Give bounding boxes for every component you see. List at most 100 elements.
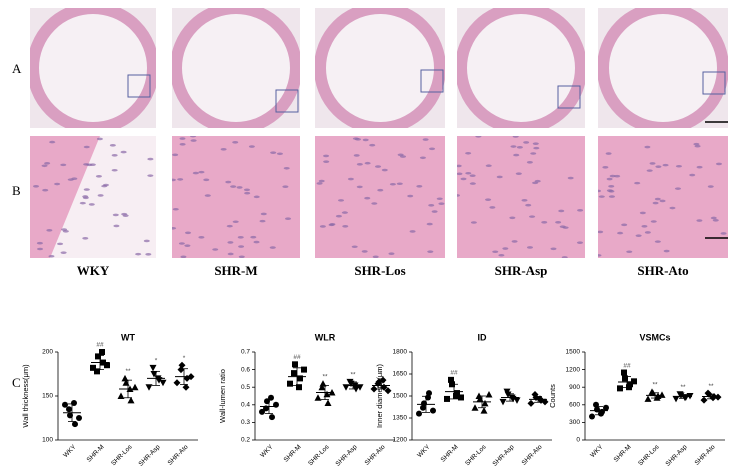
nucleus: [644, 231, 651, 234]
nucleus: [204, 194, 211, 197]
data-point: [700, 396, 708, 404]
x-tick-label: WKY: [62, 443, 78, 459]
x-tick-label: SHR-Ato: [364, 443, 387, 466]
x-tick-label: SHR-Asp: [335, 443, 359, 467]
chart-title: VSMCs: [639, 332, 670, 342]
nucleus: [609, 174, 616, 178]
tile-bg: [598, 136, 728, 258]
significance: ##: [293, 354, 301, 361]
nucleus: [644, 145, 651, 149]
nucleus: [608, 185, 615, 188]
nucleus: [172, 207, 179, 211]
nucleus: [147, 174, 154, 177]
nucleus: [492, 250, 499, 254]
data-point: [177, 366, 185, 374]
nucleus: [179, 137, 186, 140]
nucleus: [646, 169, 653, 172]
nucleus: [419, 156, 426, 160]
data-point: [420, 404, 426, 411]
nucleus: [426, 222, 433, 226]
nucleus: [381, 168, 388, 172]
nucleus: [532, 142, 539, 145]
nucleus: [606, 177, 613, 181]
nucleus: [457, 164, 462, 168]
nucleus: [102, 183, 109, 187]
nucleus: [372, 255, 379, 258]
y-tick-label: 1200: [393, 437, 408, 444]
data-point: [62, 401, 68, 408]
data-point: [173, 379, 181, 387]
nucleus: [696, 165, 703, 169]
x-tick-label: SHR-Ato: [521, 443, 544, 466]
nucleus: [179, 143, 186, 146]
chart: WLR Wall-lumen ratio 0.2 0.3 0.4 0.5 0.6 0.7 WKY…: [218, 332, 395, 468]
nucleus: [283, 166, 290, 170]
data-point: [527, 399, 535, 407]
nucleus: [198, 236, 205, 239]
nucleus: [347, 177, 354, 181]
nucleus: [515, 172, 522, 175]
nucleus: [512, 136, 519, 138]
group-label: WKY: [77, 263, 110, 278]
x-tick-label: SHR-Los: [637, 443, 661, 467]
nucleus: [238, 245, 245, 248]
data-point: [481, 399, 489, 407]
data-point: [72, 421, 78, 428]
vessel-ring: [172, 8, 300, 128]
nucleus: [253, 240, 260, 244]
nucleus: [436, 197, 443, 201]
vessel-ring: [457, 8, 585, 128]
nucleus: [60, 163, 67, 167]
nucleus: [135, 252, 142, 256]
significance: *: [183, 355, 186, 362]
nucleus: [260, 212, 267, 216]
data-point: [626, 384, 632, 391]
nucleus: [185, 231, 192, 235]
nucleus: [655, 165, 662, 168]
panel-label: A: [12, 61, 22, 76]
nucleus: [269, 246, 276, 249]
nucleus: [694, 144, 701, 148]
data-point: [444, 395, 450, 402]
nucleus: [598, 195, 605, 198]
x-tick-label: WKY: [416, 443, 432, 459]
nucleus: [60, 251, 67, 254]
nucleus: [541, 220, 548, 224]
nucleus: [238, 255, 245, 258]
data-point: [90, 364, 96, 371]
nucleus: [460, 177, 467, 181]
nucleus: [511, 240, 518, 243]
nucleus: [362, 138, 369, 142]
y-tick-label: 1650: [393, 371, 408, 378]
nucleus: [236, 186, 243, 189]
background: [50, 136, 156, 258]
nucleus: [356, 162, 363, 166]
data-point: [541, 398, 549, 406]
data-point: [648, 388, 656, 395]
nucleus: [634, 181, 641, 185]
nucleus: [617, 231, 624, 235]
chart: VSMCs Counts 0 300 600 900 1200 1500 WKY SHR-M ## S…: [548, 332, 725, 468]
group-label: SHR-M: [214, 263, 257, 278]
nucleus: [145, 253, 152, 256]
tile-b: [457, 136, 585, 258]
nucleus: [422, 138, 429, 141]
nucleus: [285, 217, 292, 221]
tile-a: [457, 8, 585, 128]
y-tick-label: 300: [569, 419, 580, 426]
significance: ##: [623, 362, 631, 369]
nucleus: [49, 140, 56, 144]
y-axis-label: Counts: [548, 384, 557, 408]
tile-a: [172, 8, 300, 128]
tile-b: [315, 136, 445, 258]
data-point: [448, 376, 454, 383]
x-tick-label: SHR-Asp: [492, 443, 516, 467]
nucleus: [225, 180, 232, 184]
nucleus: [526, 160, 533, 164]
nucleus: [377, 188, 384, 192]
data-point: [287, 380, 293, 387]
data-point: [503, 388, 511, 396]
nucleus: [227, 241, 234, 244]
data-point: [94, 368, 100, 375]
